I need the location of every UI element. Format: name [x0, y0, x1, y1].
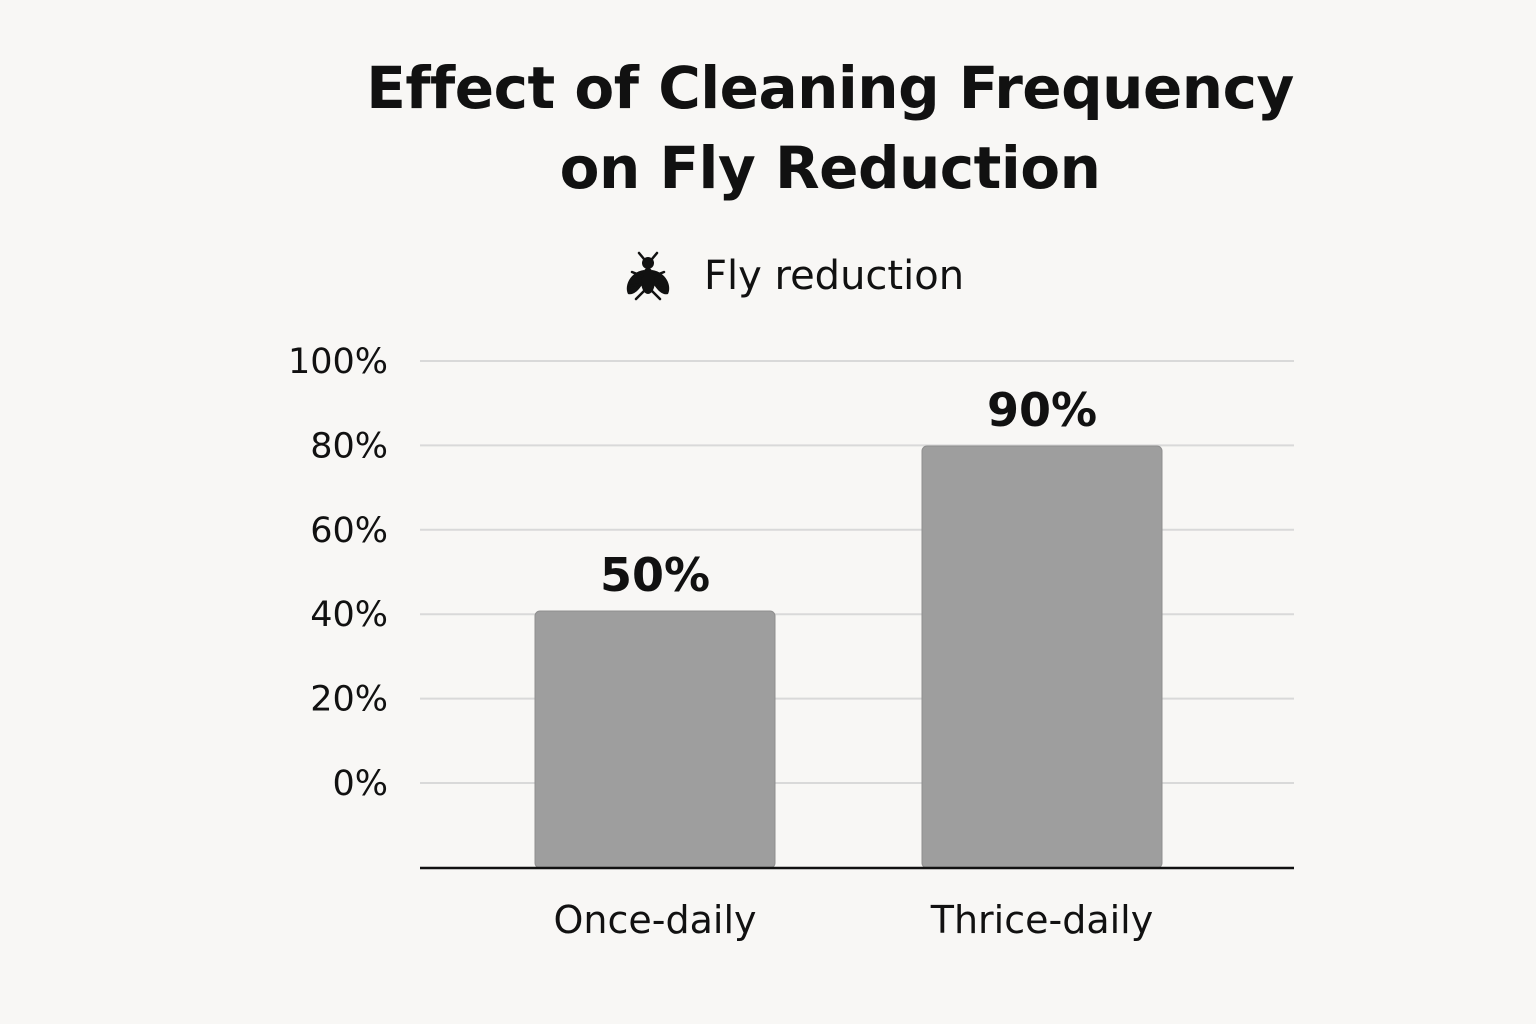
bar-once-daily — [534, 610, 776, 869]
y-tick-label: 20% — [310, 680, 388, 720]
legend-label: Fly reduction — [704, 253, 965, 299]
fly-icon — [626, 251, 670, 301]
x-axis-categories: Once-daily Thrice-daily — [554, 898, 1154, 942]
bar-thrice-daily — [921, 445, 1163, 869]
y-axis-ticks: 0% 20% 40% 60% 80% 100% — [288, 342, 388, 804]
data-labels: 50% 90% — [600, 383, 1097, 602]
data-label: 50% — [600, 548, 710, 602]
y-tick-label: 60% — [310, 511, 388, 551]
y-tick-label: 40% — [310, 595, 388, 635]
chart-title-line-2: on Fly Reduction — [559, 134, 1101, 202]
chart-legend: Fly reduction — [620, 246, 964, 306]
y-tick-label: 100% — [288, 342, 388, 382]
y-tick-label: 80% — [310, 426, 388, 466]
x-category-label: Thrice-daily — [930, 898, 1153, 942]
bars — [534, 445, 1163, 869]
x-category-label: Once-daily — [554, 898, 757, 942]
y-tick-label: 0% — [332, 764, 388, 804]
chart-title-line-1: Effect of Cleaning Frequency — [366, 54, 1294, 122]
data-label: 90% — [987, 383, 1097, 437]
chart-title: Effect of Cleaning Frequency on Fly Redu… — [330, 48, 1330, 208]
